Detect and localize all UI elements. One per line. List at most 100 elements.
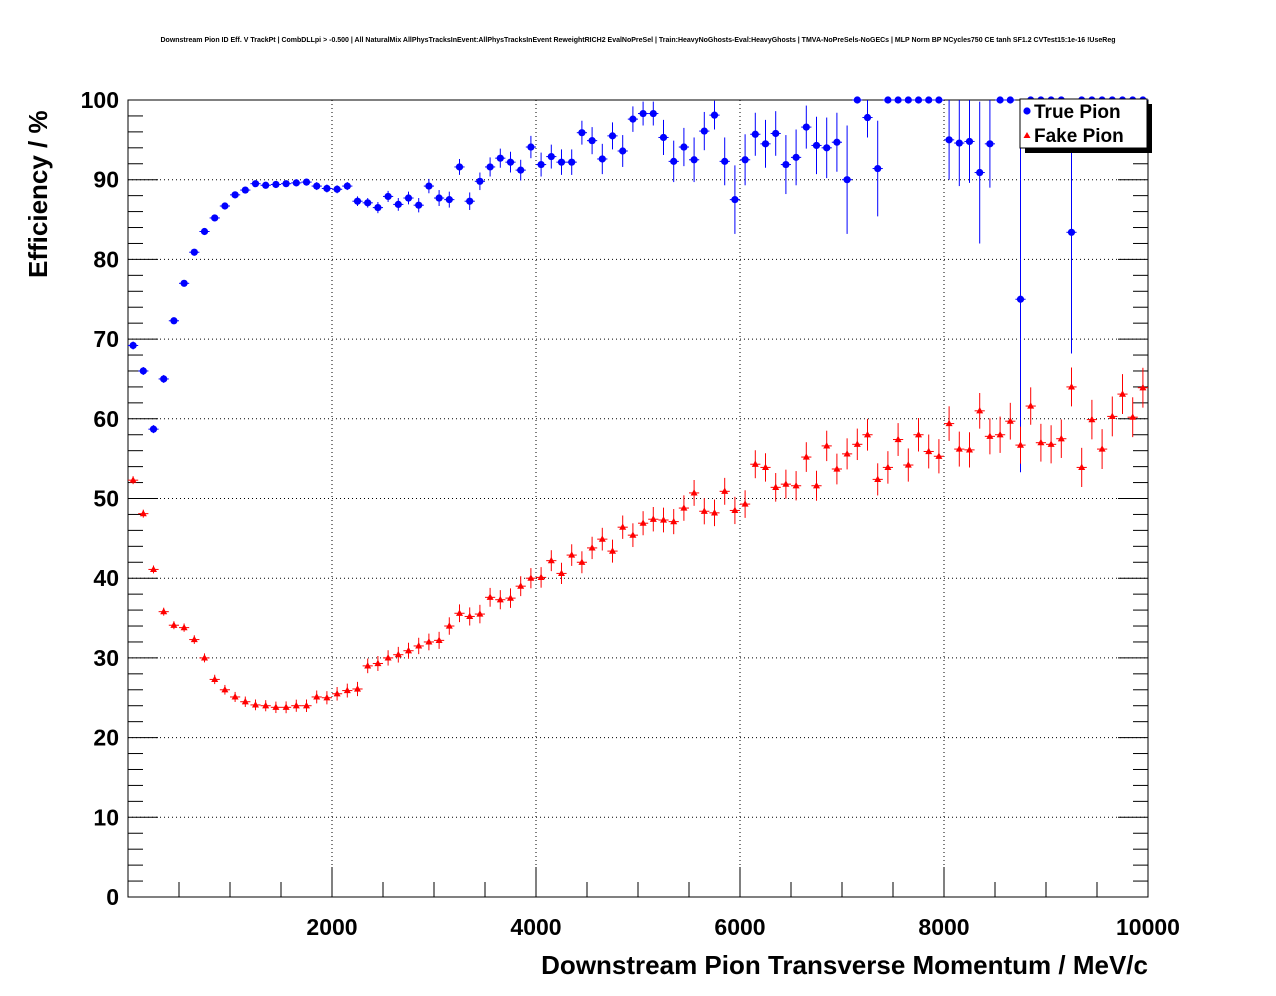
fake-pion-point-23 [362,658,373,674]
fake-pion-marker [619,523,627,530]
fake-pion-marker [1037,438,1045,446]
true-pion-point-46 [597,143,608,175]
fake-pion-point-15 [281,701,292,714]
true-pion-marker [466,197,474,205]
fake-pion-point-27 [403,642,414,659]
fake-pion-point-49 [627,523,638,548]
true-pion-point-45 [587,127,598,155]
fake-pion-point-69 [831,453,842,485]
fake-pion-marker [925,447,933,455]
true-pion-point-0 [128,341,139,350]
true-pion-point-75 [893,96,904,104]
legend-true-pion-marker [1023,107,1031,115]
true-pion-point-34 [474,172,485,191]
true-pion-point-56 [699,111,710,151]
fake-pion-marker [609,547,616,554]
fake-pion-marker [1006,417,1014,424]
true-pion-point-22 [352,196,363,207]
true-pion-point-13 [260,181,271,189]
true-pion-point-73 [872,120,883,217]
true-pion-point-79 [933,96,944,104]
fake-pion-point-26 [393,646,404,663]
x-tick-label-0: 2000 [306,914,357,940]
true-pion-marker [180,279,188,287]
true-pion-marker [710,111,719,119]
true-pion-marker [415,201,423,209]
true-pion-point-80 [944,100,955,180]
fake-pion-marker [201,654,208,661]
fake-pion-point-11 [240,696,251,707]
true-pion-point-65 [791,129,802,186]
true-pion-point-33 [464,192,475,210]
true-pion-point-44 [576,120,587,145]
true-pion-point-86 [1005,96,1016,104]
fake-pion-point-45 [587,536,598,560]
fake-pion-point-86 [1005,402,1016,440]
true-pion-point-28 [413,198,424,213]
true-pion-marker [843,176,851,184]
true-pion-marker [139,367,147,375]
fake-pion-marker [915,430,922,438]
true-pion-marker [659,133,668,142]
fake-pion-marker [180,623,188,631]
true-pion-point-78 [923,96,934,104]
fake-pion-point-5 [179,623,190,632]
fake-pion-marker [394,650,402,658]
fake-pion-marker [853,440,861,447]
true-pion-marker [823,144,831,152]
fake-pion-marker [741,500,749,507]
fake-pion-marker [649,515,657,522]
true-pion-marker [608,132,617,140]
fake-pion-marker [802,453,810,460]
true-pion-marker [731,196,739,204]
legend-box [1019,98,1148,149]
fake-pion-point-33 [464,607,475,626]
true-pion-point-51 [648,101,659,126]
fake-pion-marker [241,697,249,705]
true-pion-point-11 [240,186,251,194]
fake-pion-point-51 [648,507,659,532]
true-pion-point-18 [311,182,322,191]
true-pion-marker [619,147,627,155]
true-pion-point-72 [862,100,873,138]
true-pion-marker [435,194,443,202]
fake-pion-point-21 [342,683,353,698]
fake-pion-marker [955,445,963,452]
true-pion-point-4 [168,317,179,325]
true-pion-marker [170,317,178,325]
true-pion-point-19 [321,184,332,193]
fake-pion-marker [711,509,718,516]
fake-pion-marker [894,435,902,443]
fake-pion-point-63 [770,473,781,502]
fake-pion-point-52 [658,507,669,533]
fake-pion-marker [170,621,178,628]
true-pion-point-36 [495,148,506,168]
fake-pion-marker [1129,413,1137,420]
fake-pion-point-90 [1046,425,1057,464]
fake-pion-point-31 [444,617,455,635]
fake-pion-marker [313,693,321,700]
fake-pion-point-75 [893,423,904,456]
fake-pion-point-24 [372,655,383,671]
y-tick-label-9: 90 [93,167,119,193]
true-pion-point-43 [566,149,577,175]
true-pion-point-12 [250,180,261,188]
fake-pion-point-7 [199,653,210,663]
fake-pion-point-93 [1076,447,1087,487]
true-pion-marker [741,156,749,164]
true-pion-marker [364,199,372,207]
true-pion-marker [262,181,270,189]
fake-pion-point-62 [760,453,771,482]
fake-pion-point-37 [505,588,516,608]
fake-pion-marker [558,569,565,577]
y-axis: 0 10 20 30 40 50 60 70 80 90 100 [81,87,1148,910]
true-pion-point-77 [913,96,924,104]
fake-pion-marker [262,701,270,709]
fake-pion-marker [425,638,433,645]
fake-pion-point-10 [230,691,241,702]
fake-pion-marker [986,432,994,439]
fake-pion-point-80 [944,406,955,441]
true-pion-marker [517,166,525,174]
fake-pion-point-60 [740,490,751,518]
